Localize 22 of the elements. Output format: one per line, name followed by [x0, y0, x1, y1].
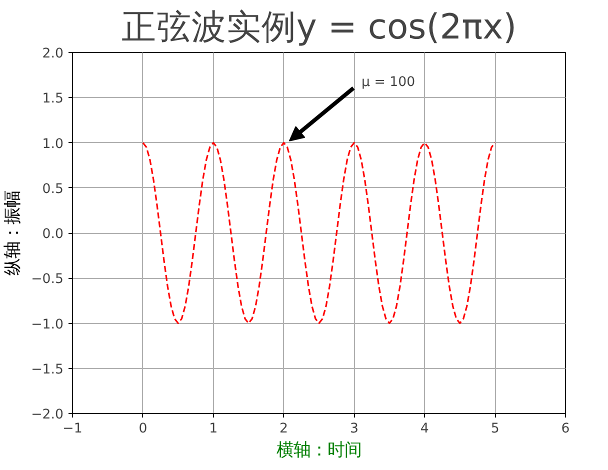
x-tick-label: −1 [62, 422, 82, 436]
x-tick-label: 2 [280, 422, 288, 436]
x-tick-label: 4 [420, 422, 429, 436]
y-tick-label: 0.0 [42, 227, 64, 242]
y-tick-label: −1.0 [31, 317, 64, 332]
annotation: μ = 100 [362, 75, 416, 90]
y-tick-label: −0.5 [31, 272, 64, 288]
y-tick-label: 2.0 [42, 46, 64, 62]
x-axis-title: 横轴：时间 [276, 440, 362, 460]
x-tick-label: 6 [561, 422, 570, 436]
y-tick-label: −1.5 [31, 362, 64, 378]
line-series [142, 142, 496, 324]
y-tick-label: 1.0 [42, 136, 64, 152]
chart-title: 正弦波实例y = cos(2πx) [121, 8, 517, 48]
x-tick-label: 1 [209, 422, 218, 436]
y-axis-title: 纵轴：振幅 [3, 190, 24, 276]
y-tick-label: −2.0 [31, 408, 64, 422]
x-tick-label: 0 [138, 422, 148, 436]
x-tick-label: 3 [350, 422, 358, 436]
x-tick-label: 5 [490, 422, 500, 436]
y-tick-label: 1.5 [42, 92, 64, 107]
y-tick-label: 0.5 [42, 182, 64, 197]
